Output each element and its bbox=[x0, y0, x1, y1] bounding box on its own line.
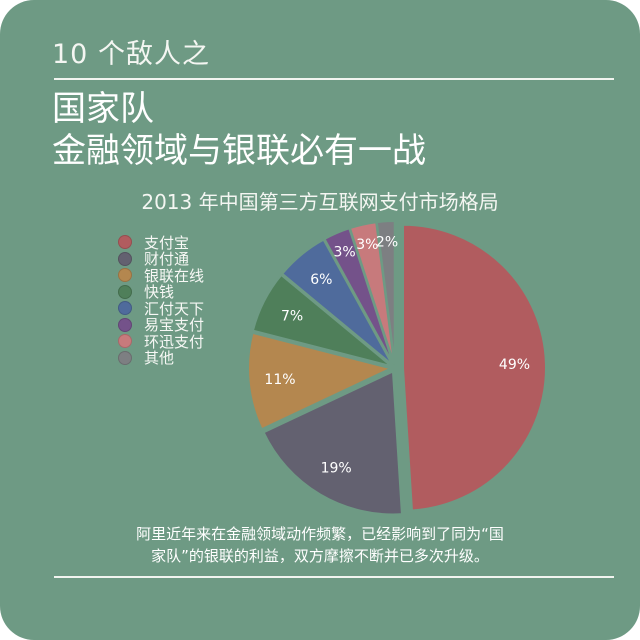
legend-item: 环迅支付 bbox=[118, 332, 205, 351]
caption: 阿里近年来在金融领域动作频繁，已经影响到了同为“国 家队”的银联的利益，双方摩擦… bbox=[70, 523, 570, 567]
legend-item: 快钱 bbox=[118, 283, 204, 302]
slice-value-label: 11% bbox=[264, 372, 295, 388]
legend-label: 银联在线 bbox=[144, 266, 205, 285]
chart-legend: 支付宝 财付通 银联在线 快钱 汇付天下 易宝支付 环迅支付 其他 bbox=[118, 233, 205, 368]
caption-line-1: 阿里近年来在金融领域动作频繁，已经影响到了同为“国 bbox=[136, 525, 504, 543]
pie-slice bbox=[280, 238, 394, 366]
pie-slice bbox=[375, 220, 396, 365]
legend-label: 支付宝 bbox=[144, 233, 190, 252]
slice-value-label: 6% bbox=[310, 272, 332, 288]
legend-label: 易宝支付 bbox=[144, 316, 205, 335]
pie-slice bbox=[401, 223, 547, 512]
slice-value-label: 2% bbox=[376, 234, 398, 250]
slice-value-label: 19% bbox=[321, 460, 352, 476]
legend-label: 汇付天下 bbox=[144, 299, 205, 318]
legend-item: 财付通 bbox=[118, 250, 204, 269]
legend-label: 其他 bbox=[144, 349, 175, 368]
slice-value-label: 3% bbox=[333, 244, 355, 260]
legend-swatch bbox=[118, 317, 132, 332]
headline-line-2: 金融领域与银联必有一战 bbox=[52, 131, 426, 171]
headline-line-1: 国家队 bbox=[52, 89, 154, 129]
series-label: 10 个敌人之 bbox=[52, 39, 210, 70]
pie-slice bbox=[262, 369, 404, 516]
legend-swatch bbox=[118, 268, 132, 283]
legend-swatch bbox=[118, 251, 132, 266]
legend-label: 快钱 bbox=[144, 283, 175, 302]
slice-value-label: 3% bbox=[356, 237, 378, 253]
legend-label: 财付通 bbox=[144, 250, 190, 269]
legend-swatch bbox=[118, 235, 132, 250]
legend-label: 环迅支付 bbox=[144, 332, 205, 351]
bottom-divider bbox=[54, 576, 614, 578]
legend-swatch bbox=[118, 284, 132, 299]
caption-line-2: 家队”的银联的利益，双方摩擦不断并已多次升级。 bbox=[151, 547, 489, 565]
legend-swatch bbox=[118, 350, 132, 365]
legend-item: 支付宝 bbox=[118, 233, 204, 252]
legend-swatch bbox=[118, 334, 132, 349]
slice-value-label: 7% bbox=[281, 309, 303, 325]
legend-item: 银联在线 bbox=[118, 266, 205, 285]
pie-slice bbox=[251, 273, 393, 368]
pie-slice bbox=[247, 331, 394, 431]
legend-item: 其他 bbox=[118, 349, 204, 368]
legend-swatch bbox=[118, 301, 132, 316]
top-divider bbox=[54, 78, 614, 80]
slice-value-label: 49% bbox=[499, 357, 530, 373]
chart-title: 2013 年中国第三方互联网支付市场格局 bbox=[141, 190, 499, 214]
legend-item: 易宝支付 bbox=[118, 316, 205, 335]
legend-item: 汇付天下 bbox=[118, 299, 205, 318]
